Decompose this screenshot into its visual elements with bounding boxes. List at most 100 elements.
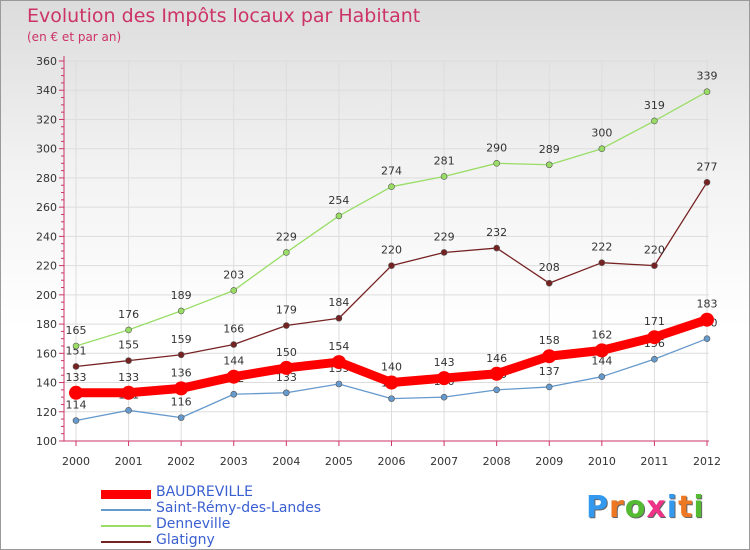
data-label: 162: [591, 328, 612, 341]
data-point: [335, 380, 343, 388]
data-point: [335, 314, 343, 322]
legend-swatch: [101, 541, 151, 543]
data-point: [388, 262, 395, 269]
data-label: 277: [697, 160, 718, 173]
data-label: 179: [276, 304, 297, 317]
data-label: 319: [644, 99, 665, 112]
data-point: [489, 366, 504, 381]
data-label: 136: [171, 366, 192, 379]
data-label: 220: [644, 244, 665, 257]
data-point: [283, 322, 290, 329]
data-point: [700, 312, 714, 327]
data-label: 140: [381, 361, 402, 374]
data-label: 183: [697, 298, 718, 311]
data-point: [72, 417, 80, 424]
y-tick-label: 200: [36, 289, 57, 302]
data-label: 133: [66, 371, 87, 384]
x-tick-label: 2006: [378, 455, 406, 468]
chart-subtitle: (en € et par an): [27, 30, 122, 44]
data-point: [703, 88, 711, 95]
data-point: [125, 326, 132, 334]
y-tick-label: 160: [36, 347, 57, 360]
data-point: [121, 385, 136, 400]
data-point: [440, 249, 448, 256]
data-point: [651, 262, 658, 269]
data-point: [440, 173, 448, 180]
data-point: [230, 341, 238, 348]
x-tick-label: 2002: [167, 455, 195, 468]
data-point: [388, 183, 395, 190]
data-label: 133: [118, 371, 139, 384]
data-label: 154: [328, 340, 349, 353]
data-point: [651, 355, 658, 363]
data-point: [125, 407, 132, 414]
y-tick-label: 140: [36, 377, 57, 390]
x-tick-label: 2001: [115, 455, 143, 468]
x-tick-label: 2004: [272, 455, 300, 468]
y-tick-label: 360: [36, 55, 57, 68]
data-label: 232: [486, 226, 507, 239]
data-point: [440, 393, 448, 401]
data-point: [545, 279, 553, 287]
logo-letter: i: [666, 490, 679, 525]
data-point: [230, 287, 238, 294]
data-point: [226, 369, 241, 384]
data-point: [493, 160, 500, 167]
y-tick-label: 100: [36, 435, 57, 448]
data-label: 176: [118, 308, 139, 321]
data-point: [335, 212, 343, 220]
data-point: [493, 386, 500, 394]
data-label: 274: [381, 165, 402, 178]
data-label: 133: [276, 371, 297, 384]
y-tick-label: 260: [36, 201, 57, 214]
data-label: 143: [434, 356, 455, 369]
legend-swatch: [101, 525, 151, 527]
data-label: 203: [223, 268, 244, 281]
data-label: 229: [434, 230, 455, 243]
logo-letter: x: [646, 490, 667, 525]
data-point: [542, 349, 557, 364]
data-point: [69, 385, 83, 400]
y-tick-label: 280: [36, 172, 57, 185]
data-label: 220: [381, 244, 402, 257]
data-point: [125, 357, 132, 364]
data-point: [493, 244, 500, 252]
data-point: [230, 390, 238, 398]
data-point: [283, 249, 290, 256]
y-tick-label: 320: [36, 113, 57, 126]
data-point: [545, 383, 553, 391]
x-tick-label: 2008: [483, 455, 511, 468]
data-label: 281: [434, 154, 455, 167]
data-label: 339: [697, 70, 718, 83]
data-label: 146: [486, 352, 507, 365]
data-point: [283, 389, 290, 397]
data-point: [598, 145, 606, 152]
data-label: 300: [591, 127, 612, 140]
x-tick-label: 2003: [220, 455, 248, 468]
x-tick-label: 2005: [325, 455, 353, 468]
data-label: 116: [171, 396, 192, 409]
y-tick-label: 300: [36, 143, 57, 156]
data-label: 144: [591, 355, 612, 368]
logo-letter: t: [678, 490, 694, 525]
data-label: 155: [118, 339, 139, 352]
data-point: [331, 355, 346, 370]
data-point: [594, 343, 609, 358]
data-label: 290: [486, 141, 507, 154]
legend-label: Glatigny: [156, 532, 215, 548]
data-point: [72, 363, 80, 370]
data-point: [545, 161, 553, 169]
data-label: 165: [66, 324, 87, 337]
data-point: [437, 371, 452, 386]
logo-letter: o: [624, 490, 647, 525]
data-label: 137: [539, 365, 560, 378]
data-point: [279, 360, 294, 375]
data-label: 189: [171, 289, 192, 302]
data-point: [703, 335, 711, 342]
data-label: 166: [223, 323, 244, 336]
x-tick-label: 2007: [430, 455, 458, 468]
y-tick-label: 240: [36, 230, 57, 243]
data-label: 208: [539, 261, 560, 274]
